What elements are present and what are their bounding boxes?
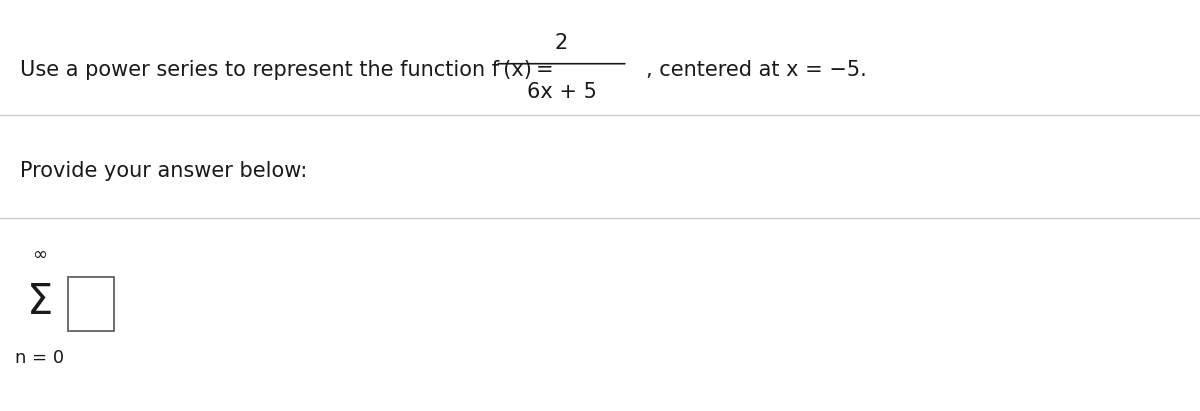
Text: Use a power series to represent the function f (x) =: Use a power series to represent the func… [20, 60, 554, 80]
Text: n = 0: n = 0 [16, 349, 64, 367]
Text: 2: 2 [554, 33, 569, 53]
Bar [68, 277, 114, 331]
Text: 6x + 5: 6x + 5 [527, 83, 596, 102]
Text: Provide your answer below:: Provide your answer below: [20, 161, 307, 180]
Text: , centered at x = −5.: , centered at x = −5. [646, 60, 866, 80]
Text: Σ: Σ [26, 281, 53, 323]
Text: ∞: ∞ [32, 246, 47, 264]
